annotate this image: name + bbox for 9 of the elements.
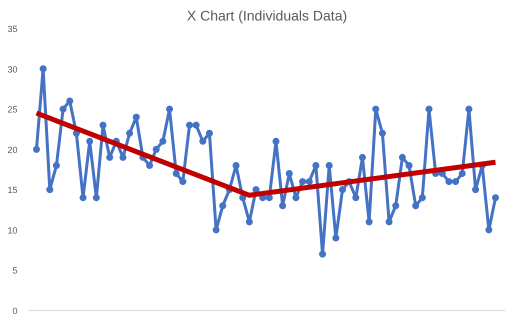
y-tick-label: 30 [7,64,18,74]
y-tick-label: 0 [12,306,18,316]
y-tick-label: 5 [12,266,18,276]
y-tick-label: 15 [7,185,18,196]
y-tick-label: 35 [7,24,18,34]
y-tick-label: 20 [7,144,18,155]
y-tick-label: 25 [7,104,18,115]
chart-title: X Chart (Individuals Data) [186,8,348,24]
y-tick-label: 10 [7,225,18,236]
